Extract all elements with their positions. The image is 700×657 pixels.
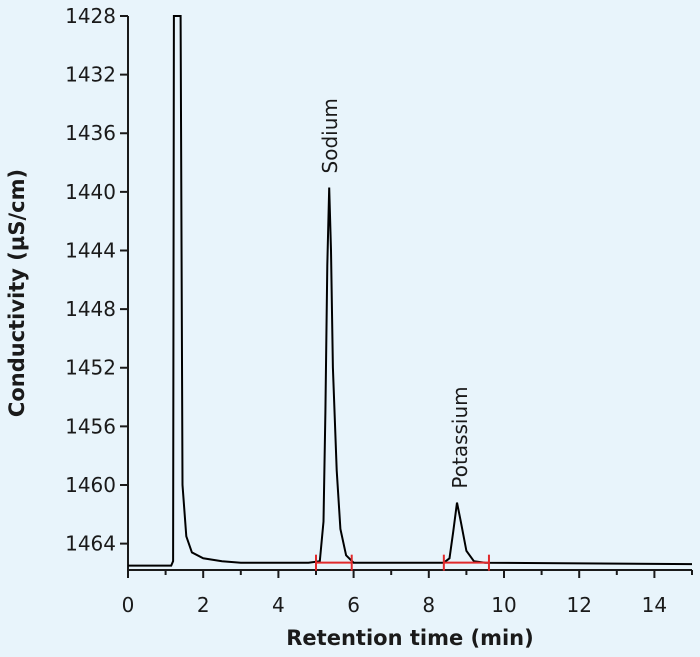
x-tick-label: 8 bbox=[422, 593, 435, 617]
x-tick-label: 4 bbox=[272, 593, 285, 617]
peak-label: Potassium bbox=[448, 386, 472, 488]
peak-label: Sodium bbox=[318, 98, 342, 173]
x-tick-label: 14 bbox=[642, 593, 667, 617]
y-tick-label: 1436 bbox=[65, 121, 116, 145]
y-tick-label: 1440 bbox=[65, 180, 116, 204]
x-tick-label: 10 bbox=[491, 593, 516, 617]
y-tick-label: 1460 bbox=[65, 473, 116, 497]
y-tick-label: 1456 bbox=[65, 414, 116, 438]
y-tick-label: 1432 bbox=[65, 63, 116, 87]
y-tick-label: 1452 bbox=[65, 356, 116, 380]
y-axis-title: Conductivity (µS/cm) bbox=[5, 169, 29, 417]
x-tick-label: 2 bbox=[197, 593, 210, 617]
y-tick-label: 1464 bbox=[65, 532, 116, 556]
conductivity-trace bbox=[128, 15, 693, 567]
x-tick-label: 12 bbox=[566, 593, 591, 617]
x-axis: 0 2 4 6 8 10 12 14 bbox=[122, 569, 693, 617]
x-axis-title: Retention time (min) bbox=[286, 626, 533, 650]
y-tick-label: 1444 bbox=[65, 238, 116, 262]
y-tick-label: 1448 bbox=[65, 297, 116, 321]
x-tick-label: 6 bbox=[347, 593, 360, 617]
y-axis: 1428 1432 1436 1440 1444 1448 1452 1456 1460 1464 bbox=[65, 4, 129, 570]
y-tick-label: 1428 bbox=[65, 4, 116, 28]
x-tick-label: 0 bbox=[122, 593, 135, 617]
plot-area: Sodium Potassium bbox=[128, 15, 693, 571]
